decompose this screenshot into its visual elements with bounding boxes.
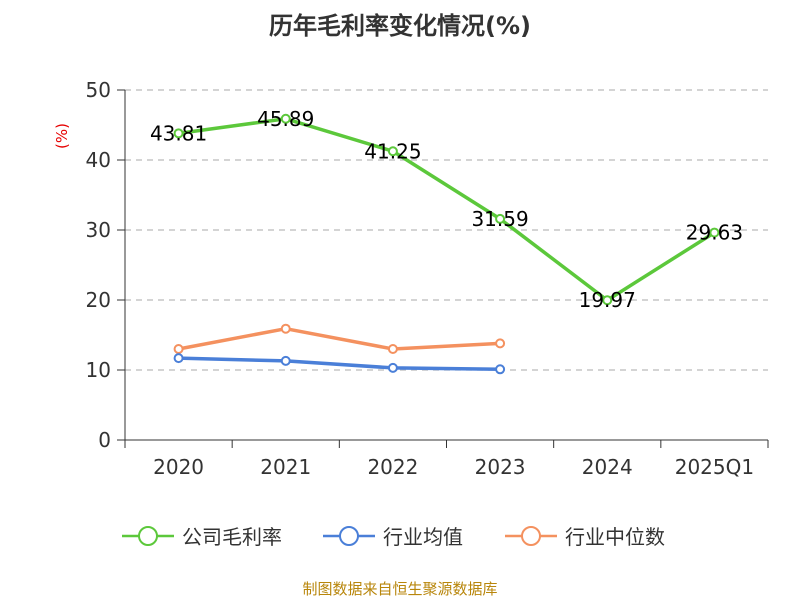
axes: 0 10 20 30 40 50 2020 2021 2022 2023 2024 2025Q1 bbox=[86, 78, 769, 479]
x-tick-label: 2022 bbox=[367, 455, 418, 479]
legend-marker-icon bbox=[138, 526, 158, 546]
chart-title: 历年毛利率变化情况(%) bbox=[269, 12, 531, 40]
y-tick-label: 0 bbox=[98, 428, 111, 452]
legend-item: 行业均值 bbox=[323, 525, 463, 549]
data-label: 41.25 bbox=[364, 139, 421, 163]
data-label: 45.89 bbox=[257, 107, 314, 131]
data-point bbox=[387, 146, 398, 157]
data-point bbox=[173, 344, 184, 354]
data-point bbox=[387, 344, 398, 354]
data-point bbox=[280, 113, 291, 124]
series-lines bbox=[173, 113, 720, 375]
data-point bbox=[280, 323, 291, 334]
legend-marker-icon bbox=[339, 526, 359, 546]
series-line bbox=[178, 326, 501, 351]
legend-label: 行业中位数 bbox=[565, 525, 665, 549]
source-note: 制图数据来自恒生聚源数据库 bbox=[302, 580, 498, 598]
y-tick-label: 50 bbox=[86, 78, 111, 102]
legend-item: 公司毛利率 bbox=[122, 525, 282, 549]
data-point bbox=[495, 213, 506, 224]
data-label: 43.81 bbox=[150, 121, 207, 145]
data-label: 19.97 bbox=[579, 288, 636, 312]
data-point bbox=[387, 362, 398, 373]
series-line bbox=[178, 356, 501, 372]
data-label: 31.59 bbox=[471, 207, 528, 231]
x-tick-label: 2024 bbox=[582, 455, 633, 479]
x-tick-label: 2023 bbox=[475, 455, 526, 479]
legend-marker-icon bbox=[521, 526, 541, 546]
y-tick-label: 40 bbox=[86, 148, 111, 172]
legend: 公司毛利率 行业均值 行业中位数 bbox=[122, 525, 665, 549]
x-tick-label: 2021 bbox=[260, 455, 311, 479]
legend-label: 行业均值 bbox=[383, 525, 463, 549]
y-tick-label: 10 bbox=[86, 358, 111, 382]
data-point bbox=[495, 364, 506, 375]
data-point bbox=[173, 353, 184, 364]
data-point bbox=[495, 338, 506, 349]
data-point bbox=[602, 295, 613, 306]
data-labels: 43.81 45.89 41.25 31.59 19.97 29.63 bbox=[150, 107, 743, 312]
data-point bbox=[173, 128, 184, 139]
data-label: 29.63 bbox=[686, 221, 743, 245]
legend-item: 行业中位数 bbox=[505, 525, 665, 549]
data-point bbox=[280, 355, 291, 366]
series-line bbox=[178, 117, 716, 302]
y-tick-label: 20 bbox=[86, 288, 111, 312]
x-tick-label: 2025Q1 bbox=[675, 455, 754, 479]
grid-lines bbox=[125, 89, 768, 371]
legend-label: 公司毛利率 bbox=[182, 525, 282, 549]
x-tick-label: 2020 bbox=[153, 455, 204, 479]
data-point bbox=[709, 227, 720, 238]
y-tick-label: 30 bbox=[86, 218, 111, 242]
